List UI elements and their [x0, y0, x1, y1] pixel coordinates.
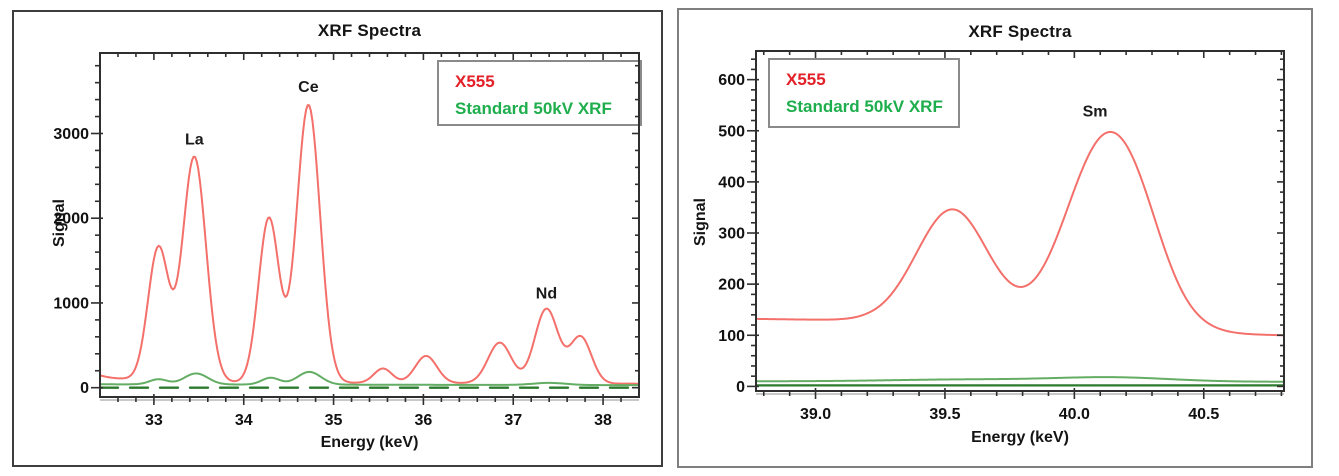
legend-item-standard-xrf: Standard 50kV XRF [786, 97, 943, 116]
legend: X555 Standard 50kV XRF [768, 58, 960, 128]
peak-label-ce: Ce [298, 79, 319, 96]
svg-text:35: 35 [325, 412, 343, 429]
left-chart-panel: XRF Spectra X555 Standard 50kV XRF Signa… [12, 10, 663, 467]
svg-text:100: 100 [718, 328, 745, 345]
plot-frame [755, 50, 1285, 392]
svg-text:39.5: 39.5 [929, 406, 960, 423]
x-axis-label: Energy (keV) [320, 434, 419, 451]
svg-text:2000: 2000 [53, 211, 89, 228]
svg-text:400: 400 [718, 174, 745, 191]
svg-text:200: 200 [718, 277, 745, 294]
svg-text:39.0: 39.0 [800, 406, 831, 423]
peak-label-sm: Sm [1083, 103, 1108, 120]
axis-ticks [91, 53, 639, 405]
peak-label-la: La [185, 132, 204, 149]
svg-text:34: 34 [235, 412, 253, 429]
left-chart-plot: 33 34 35 36 37 38 0 1000 2000 3000 La Ce Nd [53, 52, 641, 429]
svg-text:33: 33 [145, 412, 163, 429]
svg-text:3000: 3000 [53, 126, 89, 143]
svg-text:1000: 1000 [53, 295, 89, 312]
legend-item-x555: X555 [786, 70, 826, 89]
peak-annotations: La Ce Nd [185, 79, 557, 303]
legend-item-standard-xrf: Standard 50kV XRF [455, 99, 612, 118]
peak-label-nd: Nd [536, 286, 557, 303]
tick-labels: 39.0 39.5 40.0 40.5 0 100 200 300 400 500 600 [718, 72, 1219, 423]
legend: X555 Standard 50kV XRF [437, 60, 642, 126]
svg-text:300: 300 [718, 226, 745, 243]
peak-annotations: Sm [1083, 103, 1108, 120]
axis-ticks [747, 51, 1284, 399]
curve-standard-50kv-xrf [99, 370, 640, 387]
plot-frame [99, 52, 640, 398]
svg-text:40.0: 40.0 [1059, 406, 1090, 423]
svg-text:40.5: 40.5 [1188, 406, 1219, 423]
chart-title: XRF Spectra [968, 22, 1072, 41]
x-axis-label: Energy (keV) [971, 429, 1069, 446]
svg-text:0: 0 [736, 379, 745, 396]
curve-x555 [755, 130, 1285, 337]
svg-text:37: 37 [504, 412, 522, 429]
tick-labels: 33 34 35 36 37 38 0 1000 2000 3000 [53, 126, 612, 429]
curve-standard-50kv-xrf [755, 376, 1285, 383]
svg-text:36: 36 [415, 412, 433, 429]
svg-text:500: 500 [718, 123, 745, 140]
right-chart-plot: 39.0 39.5 40.0 40.5 0 100 200 300 400 500 600 Sm [718, 50, 1286, 423]
legend-item-x555: X555 [455, 72, 495, 91]
svg-text:38: 38 [594, 412, 612, 429]
curve-x555 [99, 104, 640, 385]
series-curves [754, 130, 1286, 387]
svg-text:0: 0 [80, 380, 89, 397]
chart-title: XRF Spectra [317, 21, 422, 40]
right-chart-panel: XRF Spectra X555 Standard 50kV XRF Signa… [677, 8, 1313, 468]
series-curves [98, 104, 641, 389]
svg-text:600: 600 [718, 72, 745, 89]
